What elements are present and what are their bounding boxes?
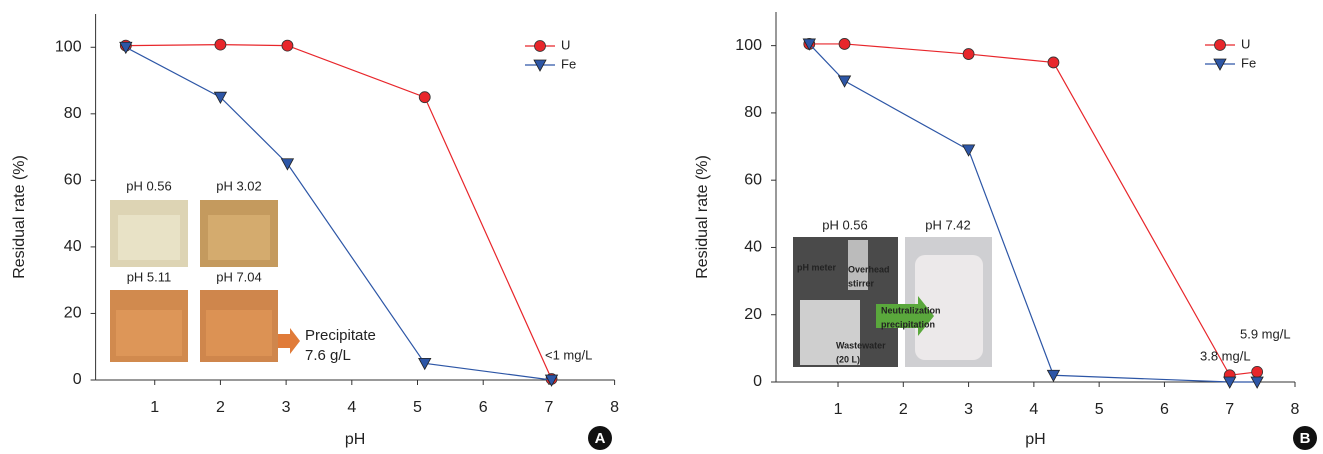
x-tick-label: 2 bbox=[899, 401, 908, 418]
photo-note: pH meter bbox=[797, 262, 837, 272]
data-point bbox=[1251, 366, 1264, 378]
data-point bbox=[837, 75, 852, 88]
x-tick-label: 2 bbox=[216, 399, 225, 416]
y-tick-label: 40 bbox=[64, 238, 82, 255]
data-point bbox=[418, 91, 431, 104]
y-tick-label: 0 bbox=[73, 371, 82, 388]
legend-marker bbox=[1213, 58, 1227, 71]
x-tick-label: 4 bbox=[1029, 401, 1038, 418]
legend-label: U bbox=[1241, 36, 1250, 51]
photo-note: Neutralization bbox=[881, 305, 941, 315]
series-line bbox=[808, 43, 1258, 383]
data-point bbox=[1047, 56, 1060, 69]
x-axis-label: pH bbox=[1025, 431, 1045, 448]
data-point bbox=[418, 357, 432, 371]
y-tick-label: 20 bbox=[64, 305, 82, 322]
x-tick-label: 5 bbox=[1095, 401, 1104, 418]
photo-label: pH 7.42 bbox=[925, 217, 971, 232]
y-tick-label: 20 bbox=[744, 306, 762, 323]
x-tick-label: 1 bbox=[834, 401, 843, 418]
x-tick-label: 6 bbox=[479, 399, 488, 416]
x-tick-label: 6 bbox=[1160, 401, 1169, 418]
panel-label: B bbox=[1300, 430, 1311, 447]
legend-label: Fe bbox=[1241, 55, 1256, 70]
y-tick-label: 100 bbox=[735, 37, 762, 54]
photo-note: precipitation bbox=[881, 319, 935, 329]
legend-marker bbox=[1214, 39, 1226, 51]
data-point bbox=[1046, 369, 1061, 383]
y-tick-label: 80 bbox=[64, 105, 82, 122]
y-tick-label: 0 bbox=[753, 373, 762, 390]
photo-inset bbox=[793, 237, 992, 367]
photo-label: pH 5.11 bbox=[127, 269, 172, 284]
photo-label: pH 3.02 bbox=[216, 178, 262, 193]
y-axis-label: Residual rate (%) bbox=[11, 155, 28, 279]
data-point bbox=[214, 38, 227, 51]
photo-inset bbox=[110, 200, 300, 362]
data-point bbox=[119, 41, 133, 55]
photo-label: pH 0.56 bbox=[822, 217, 868, 232]
photo-note: Overhead bbox=[848, 264, 890, 274]
data-point bbox=[1223, 376, 1237, 389]
y-axis-label: Residual rate (%) bbox=[694, 155, 711, 279]
photo-note: Wastewater bbox=[836, 340, 886, 350]
y-tick-label: 100 bbox=[55, 38, 82, 55]
photo-note: (20 L) bbox=[836, 354, 860, 364]
data-point bbox=[280, 158, 295, 171]
photo-note: 7.6 g/L bbox=[305, 347, 351, 364]
photo-note: stirrer bbox=[848, 278, 875, 288]
data-point bbox=[281, 39, 294, 52]
x-tick-label: 4 bbox=[347, 399, 356, 416]
data-point bbox=[802, 38, 816, 51]
data-point bbox=[213, 91, 228, 105]
legend-label: U bbox=[561, 37, 570, 52]
y-tick-label: 40 bbox=[744, 239, 762, 256]
legend-label: Fe bbox=[561, 56, 576, 71]
x-tick-label: 3 bbox=[282, 399, 291, 416]
legend-marker bbox=[533, 59, 547, 72]
annotation: 5.9 mg/L bbox=[1240, 326, 1291, 341]
panel-label: A bbox=[595, 430, 606, 447]
x-tick-label: 8 bbox=[610, 399, 619, 416]
x-tick-label: 7 bbox=[544, 399, 553, 416]
y-tick-label: 60 bbox=[64, 172, 82, 189]
x-axis-label: pH bbox=[345, 431, 365, 448]
annotation: <1 mg/L bbox=[545, 347, 592, 362]
data-point bbox=[962, 48, 975, 60]
data-point bbox=[838, 38, 851, 50]
data-point bbox=[961, 144, 976, 157]
y-tick-label: 60 bbox=[744, 171, 762, 188]
x-tick-label: 5 bbox=[413, 399, 422, 416]
photo-label: pH 7.04 bbox=[216, 269, 262, 284]
photo-label: pH 0.56 bbox=[126, 178, 172, 193]
panel-badge bbox=[588, 426, 612, 450]
y-tick-label: 80 bbox=[744, 104, 762, 121]
photo-note: Precipitate bbox=[305, 327, 376, 344]
legend-marker bbox=[534, 40, 546, 52]
data-point bbox=[544, 374, 559, 387]
x-tick-label: 8 bbox=[1291, 401, 1300, 418]
annotation: 3.8 mg/L bbox=[1200, 348, 1251, 363]
x-tick-label: 3 bbox=[964, 401, 973, 418]
x-tick-label: 7 bbox=[1225, 401, 1234, 418]
data-point bbox=[1250, 376, 1264, 389]
panel-badge bbox=[1293, 426, 1317, 450]
x-tick-label: 1 bbox=[150, 399, 159, 416]
